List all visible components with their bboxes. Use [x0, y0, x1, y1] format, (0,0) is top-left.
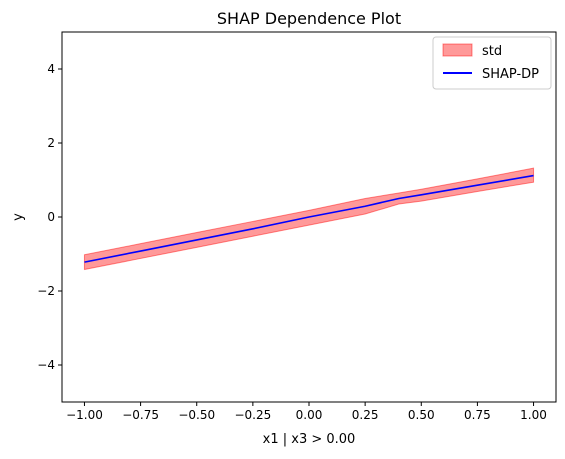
x-tick-label: −0.75 — [122, 408, 159, 422]
x-tick-label: 0.75 — [464, 408, 491, 422]
std-band — [83, 167, 535, 271]
shap-dp-line — [84, 174, 534, 263]
x-tick-label: −1.00 — [66, 408, 103, 422]
y-tick-label: 0 — [47, 210, 55, 224]
y-tick-label: 2 — [47, 136, 55, 150]
x-tick-label: −0.50 — [178, 408, 215, 422]
legend: std SHAP-DP — [432, 36, 552, 90]
legend-label-shap-dp: SHAP-DP — [482, 67, 539, 82]
chart-title: SHAP Dependence Plot — [217, 9, 401, 28]
legend-label-std: std — [482, 44, 502, 59]
x-ticks: −1.00 −0.75 −0.50 −0.25 0.00 0.25 0.50 0.75 1.00 — [66, 402, 547, 422]
x-tick-label: 0.50 — [408, 408, 435, 422]
y-tick-label: −2 — [37, 284, 55, 298]
y-axis-label: y — [11, 213, 26, 221]
x-axis-label: x1 | x3 > 0.00 — [263, 432, 356, 447]
y-tick-label: 4 — [47, 62, 55, 76]
plot-layer — [83, 167, 535, 271]
y-tick-label: −4 — [37, 358, 55, 372]
legend-frame — [432, 36, 552, 90]
legend-swatch-std — [442, 43, 473, 57]
x-tick-label: 1.00 — [520, 408, 547, 422]
x-tick-label: 0.00 — [296, 408, 323, 422]
y-ticks: −4 −2 0 2 4 — [37, 62, 62, 372]
x-tick-label: 0.25 — [352, 408, 379, 422]
x-tick-label: −0.25 — [234, 408, 271, 422]
